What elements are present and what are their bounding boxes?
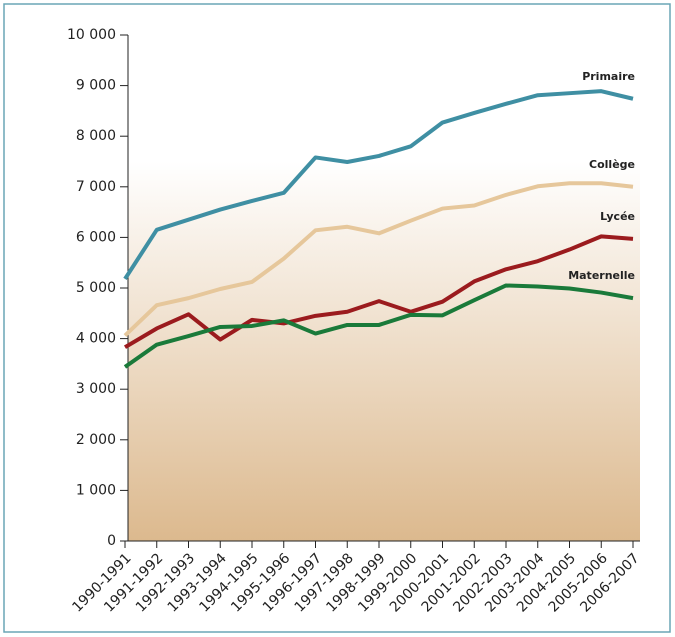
y-tick-label: 2 000: [76, 432, 116, 448]
series-label: Lycée: [600, 210, 635, 223]
y-tick-label: 4 000: [76, 331, 116, 347]
series-line: [123, 283, 634, 369]
series-line: [123, 181, 634, 338]
frame: [3, 3, 671, 633]
y-tick-label: 5 000: [76, 280, 116, 296]
series-label: Primaire: [582, 70, 635, 83]
y-tick-label: 9 000: [76, 78, 116, 94]
y-tick-label: 10 000: [67, 27, 116, 43]
y-tick-label: 1 000: [76, 482, 116, 498]
series-line: [123, 89, 634, 280]
series-label: Maternelle: [568, 269, 635, 282]
series-label: Collège: [589, 158, 635, 171]
y-tick-label: 8 000: [76, 128, 116, 144]
y-tick-label: 7 000: [76, 179, 116, 195]
y-tick-label: 6 000: [76, 229, 116, 245]
y-tick-label: 3 000: [76, 381, 116, 397]
y-tick-label: 0: [107, 533, 116, 549]
